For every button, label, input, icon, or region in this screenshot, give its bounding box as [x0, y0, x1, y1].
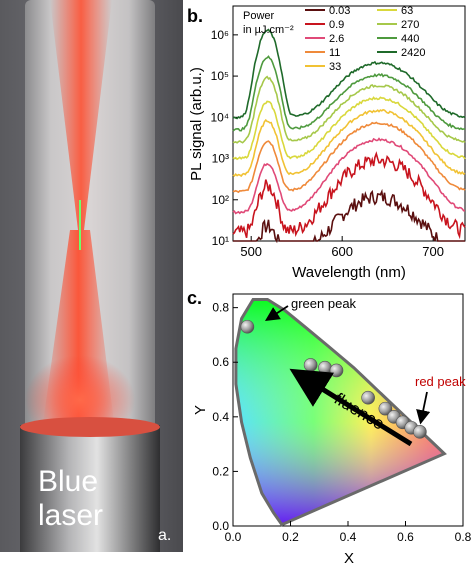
legend-entry-label: 33	[329, 61, 341, 73]
plot-b-ytick-label: 10⁵	[211, 69, 229, 83]
plot-b-ticks: 500 600 700 10¹ 10² 10³ 10⁴ 10⁵ 10⁶	[210, 28, 444, 259]
blue-laser-line2: laser	[38, 499, 104, 532]
chromaticity-point	[303, 358, 318, 372]
legend-entry-label: 63	[401, 5, 413, 17]
blue-laser-line1: Blue	[38, 465, 99, 498]
plot-b-ytick-label: 10⁶	[211, 28, 229, 42]
plot-c-xtick-label: 0.4	[340, 530, 357, 544]
legend-entry-label: 0.9	[329, 19, 344, 31]
plot-c-ticks: 0.0 0.2 0.4 0.6 0.8 0.0 0.2 0.4 0.6 0.8	[212, 301, 471, 544]
panel-b-label: b.	[187, 6, 203, 26]
green-peak-arrow	[264, 305, 289, 321]
legend-entry-label: 2420	[401, 47, 425, 59]
plot-c-ytick-label: 0.6	[212, 355, 229, 369]
pl-spectra-chart: b. 500 600 700 10¹ 10² 10³ 10⁴ 10⁵ 10⁶ 0.03 0.9 2.…	[187, 5, 466, 281]
chromaticity-point	[361, 390, 375, 405]
chromaticity-point	[318, 360, 332, 375]
chromaticity-point	[329, 363, 344, 378]
plot-b-xtick-label: 700	[422, 244, 444, 259]
fluence-arrow	[289, 368, 413, 447]
pl-series-line	[232, 151, 466, 240]
blue-laser-label: Blue laser	[38, 465, 103, 533]
legend-entry-label: 440	[401, 33, 419, 45]
plot-b-xlabel: Wavelength (nm)	[292, 264, 406, 281]
plot-b-ytick-label: 10²	[212, 193, 229, 207]
plot-b-series-group	[232, 28, 466, 244]
plot-c-ytick-label: 0.2	[212, 464, 229, 478]
legend-entry-label: 270	[401, 19, 419, 31]
plot-c-ytick-label: 0.0	[212, 519, 229, 533]
chromaticity-point	[240, 319, 255, 334]
legend-entry-label: 11	[329, 47, 340, 59]
plot-c-xtick-label: 0.6	[397, 530, 414, 544]
pl-series-line	[233, 188, 465, 244]
panel-c-label: c.	[187, 288, 202, 308]
legend-title-line2: in µJ.cm⁻²	[243, 24, 294, 36]
legend-entry-label: 2.6	[329, 33, 344, 45]
chromaticity-point	[413, 425, 427, 439]
plot-b-ytick-label: 10³	[212, 152, 229, 166]
legend-title-line1: Power	[243, 10, 275, 22]
plot-b-xtick-label: 500	[240, 244, 262, 259]
plot-b-ylabel: PL signal (arb.u.)	[188, 67, 205, 181]
laser-photo: Blue laser a.	[0, 0, 183, 552]
plot-c-ylabel: Y	[192, 405, 209, 415]
plot-c-xlabel: X	[344, 550, 354, 566]
pl-series-line	[232, 137, 465, 215]
plot-b-ytick-label: 10⁴	[210, 110, 229, 124]
plot-b-ytick-label: 10¹	[212, 234, 229, 248]
plot-c-ytick-label: 0.8	[212, 301, 229, 315]
green-peak-annotation: green peak	[291, 296, 357, 311]
legend-entry-label: 0.03	[329, 5, 350, 17]
pl-series-line	[232, 108, 466, 178]
photo-illustration	[0, 0, 183, 552]
pl-series-line	[232, 96, 466, 161]
plot-b-legend: 0.03 0.9 2.6 11 33 63 270 440 2420	[305, 5, 425, 73]
plot-c-xtick-label: 0.0	[225, 530, 242, 544]
pl-series-line	[232, 121, 466, 194]
plot-c-xtick-label: 0.8	[455, 530, 472, 544]
cie-chromaticity-chart: c. 0.0 0.2 0.4 0.6 0.8 0.0 0.2 0.4 0.6 0.8 green …	[187, 288, 472, 566]
panel-a-label: a.	[158, 527, 172, 544]
chromaticity-point	[378, 401, 393, 416]
plot-b-xtick-label: 600	[331, 244, 353, 259]
pl-series-line	[232, 75, 466, 144]
plot-c-ytick-label: 0.4	[212, 410, 229, 424]
red-peak-annotation: red peak	[415, 374, 466, 389]
plot-c-xtick-label: 0.2	[282, 530, 299, 544]
pl-series-line	[232, 55, 465, 132]
red-peak-arrow	[416, 391, 431, 425]
pl-series-line	[232, 28, 466, 120]
